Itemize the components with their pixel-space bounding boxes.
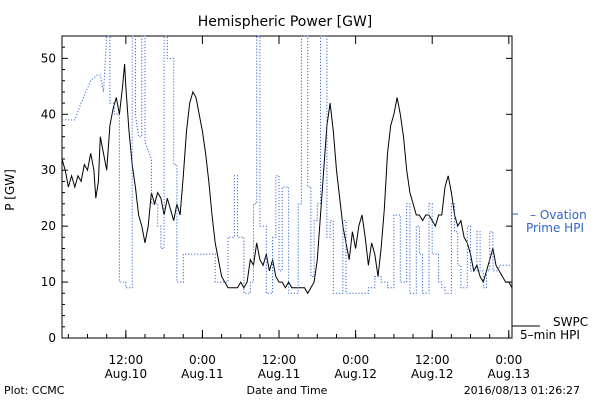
- y-axis: 0 10 20 30 40 50: [41, 35, 512, 345]
- legend: – Ovation Prime HPI SWPC 5–min HPI: [512, 208, 588, 342]
- x-tick-date-label: Aug.12: [334, 367, 377, 381]
- footer-plot-credit: Plot: CCMC: [4, 384, 65, 397]
- x-tick-date-label: Aug.12: [411, 367, 454, 381]
- x-tick-date-label: Aug.11: [258, 367, 301, 381]
- legend-ovation-line1: – Ovation: [530, 208, 587, 222]
- series-ovation-line: [62, 35, 512, 294]
- x-tick-time-label: 12:00: [415, 353, 450, 367]
- x-axis-label: Date and Time: [247, 384, 328, 397]
- x-tick-time-label: 0:00: [495, 353, 522, 367]
- y-tick-label: 10: [41, 275, 56, 289]
- y-tick-label: 0: [48, 331, 56, 345]
- y-tick-label: 30: [41, 163, 56, 177]
- y-tick-label: 50: [41, 51, 56, 65]
- x-tick-date-label: Aug.13: [488, 367, 531, 381]
- plot-frame: [61, 35, 513, 339]
- legend-ovation-line2: Prime HPI: [526, 221, 584, 235]
- x-axis: 12:00Aug.100:00Aug.1112:00Aug.110:00Aug.…: [67, 36, 531, 381]
- x-tick-time-label: 12:00: [262, 353, 297, 367]
- x-tick-time-label: 0:00: [342, 353, 369, 367]
- y-tick-label: 20: [41, 219, 56, 233]
- plot-area: [61, 35, 513, 339]
- y-axis-label: P [GW]: [3, 169, 17, 211]
- series-layer: [61, 35, 513, 295]
- x-tick-date-label: Aug.11: [181, 367, 224, 381]
- x-tick-time-label: 0:00: [189, 353, 216, 367]
- y-tick-label: 40: [41, 107, 56, 121]
- legend-swpc-line1: SWPC: [553, 315, 588, 329]
- x-tick-date-label: Aug.10: [105, 367, 148, 381]
- series-swpc-line: [61, 63, 513, 295]
- legend-swpc-line2: 5–min HPI: [520, 328, 580, 342]
- chart-title: Hemispheric Power [GW]: [198, 14, 373, 30]
- footer-timestamp: 2016/08/13 01:26:27: [464, 384, 580, 397]
- x-tick-time-label: 12:00: [109, 353, 144, 367]
